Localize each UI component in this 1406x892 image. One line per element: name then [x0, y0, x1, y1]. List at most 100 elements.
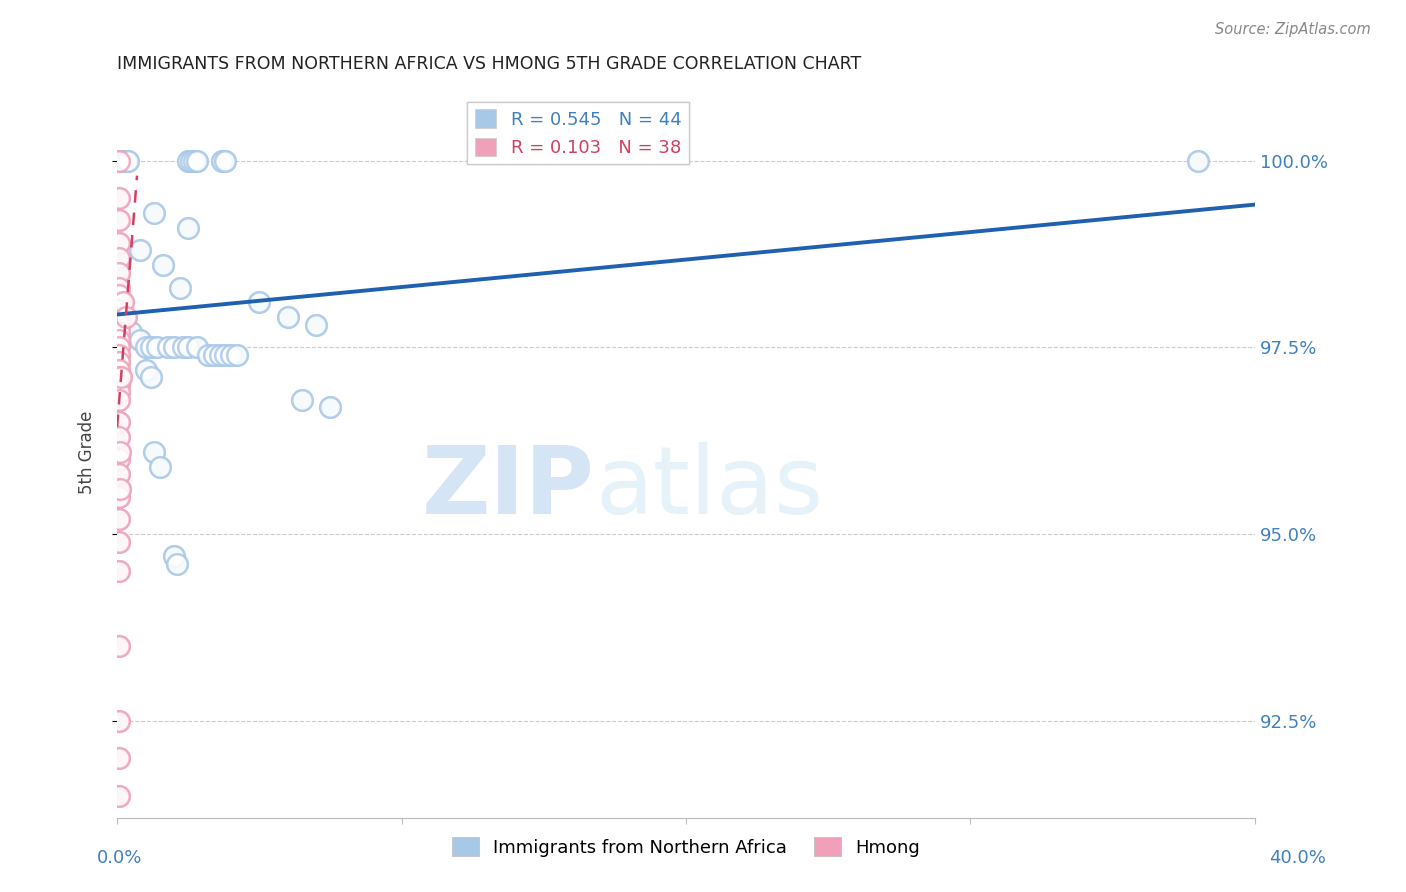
Point: [177, 220, 200, 235]
Point: [202, 348, 225, 362]
Point: [141, 340, 163, 354]
Point: [108, 482, 131, 496]
Point: [107, 153, 129, 168]
Point: [305, 318, 328, 332]
Point: [107, 392, 129, 407]
Point: [305, 318, 328, 332]
Point: [143, 445, 166, 459]
Point: [177, 153, 200, 168]
Point: [247, 295, 270, 310]
Point: [128, 243, 150, 257]
Point: [107, 534, 129, 549]
Point: [107, 340, 129, 354]
Point: [107, 235, 129, 250]
Point: [277, 310, 299, 325]
Point: [107, 302, 129, 317]
Point: [107, 512, 129, 526]
Point: [107, 639, 129, 653]
Point: [107, 310, 129, 325]
Point: [107, 318, 129, 332]
Point: [107, 565, 129, 579]
Point: [141, 340, 163, 354]
Point: [107, 340, 129, 354]
Point: [107, 452, 129, 467]
Point: [107, 355, 129, 369]
Point: [141, 370, 163, 384]
Point: [291, 392, 314, 407]
Point: [143, 206, 166, 220]
Point: [247, 295, 270, 310]
Point: [107, 377, 129, 392]
Point: [107, 235, 129, 250]
Point: [143, 206, 166, 220]
Point: [107, 326, 129, 340]
Point: [114, 153, 136, 168]
Point: [107, 302, 129, 317]
Point: [107, 326, 129, 340]
Point: [107, 490, 129, 504]
Point: [108, 445, 131, 459]
Point: [107, 333, 129, 347]
Point: [107, 355, 129, 369]
Point: [107, 714, 129, 728]
Point: [214, 348, 236, 362]
Point: [107, 288, 129, 302]
Text: 40.0%: 40.0%: [1270, 849, 1326, 867]
Point: [177, 340, 200, 354]
Text: 0.0%: 0.0%: [97, 849, 142, 867]
Point: [107, 266, 129, 280]
Point: [108, 445, 131, 459]
Point: [108, 153, 131, 168]
Point: [128, 243, 150, 257]
Point: [214, 153, 236, 168]
Point: [152, 258, 174, 272]
Point: [163, 340, 186, 354]
Point: [143, 445, 166, 459]
Point: [208, 348, 231, 362]
Point: [107, 348, 129, 362]
Point: [319, 400, 342, 414]
Point: [107, 751, 129, 765]
Y-axis label: 5th Grade: 5th Grade: [79, 410, 96, 493]
Point: [211, 153, 233, 168]
Point: [107, 392, 129, 407]
Point: [107, 251, 129, 265]
Point: [166, 557, 188, 571]
Point: [107, 430, 129, 444]
Point: [277, 310, 299, 325]
Point: [177, 340, 200, 354]
Point: [186, 153, 208, 168]
Point: [149, 459, 172, 474]
Point: [208, 348, 231, 362]
Text: ZIP: ZIP: [422, 442, 595, 534]
Point: [128, 333, 150, 347]
Point: [214, 348, 236, 362]
Point: [180, 153, 202, 168]
Point: [107, 191, 129, 205]
Point: [107, 251, 129, 265]
Point: [110, 370, 132, 384]
Point: [183, 153, 205, 168]
Point: [177, 153, 200, 168]
Point: [107, 512, 129, 526]
Point: [107, 280, 129, 294]
Point: [107, 751, 129, 765]
Point: [107, 266, 129, 280]
Point: [120, 326, 142, 340]
Point: [108, 153, 131, 168]
Point: [152, 258, 174, 272]
Point: [107, 333, 129, 347]
Point: [128, 333, 150, 347]
Point: [111, 295, 134, 310]
Point: [111, 295, 134, 310]
Point: [107, 362, 129, 376]
Point: [110, 370, 132, 384]
Point: [1187, 153, 1209, 168]
Point: [107, 385, 129, 400]
Point: [107, 370, 129, 384]
Point: [135, 362, 157, 376]
Point: [211, 153, 233, 168]
Point: [214, 153, 236, 168]
Point: [135, 362, 157, 376]
Point: [107, 318, 129, 332]
